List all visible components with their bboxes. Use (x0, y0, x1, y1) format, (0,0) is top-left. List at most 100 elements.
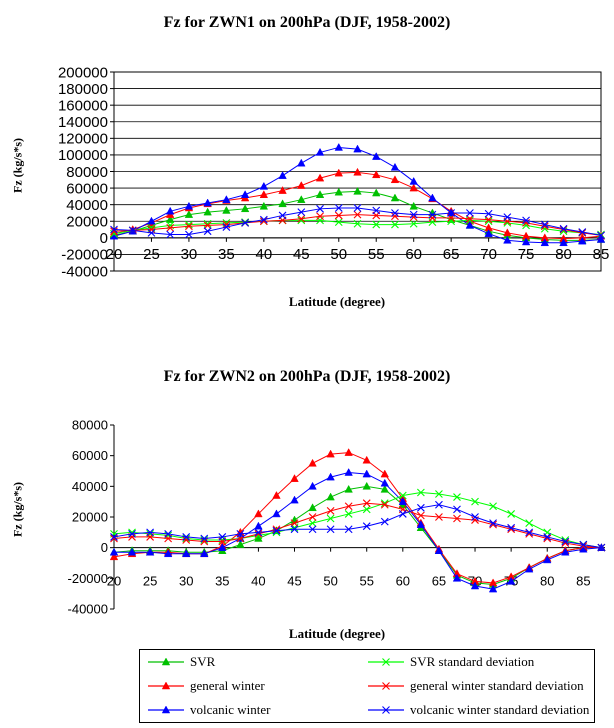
data-point-volcanic-winter (200, 549, 209, 558)
data-point-volcanic-winter-standard-deviation (484, 209, 493, 218)
data-point-volcanic-winter-standard-deviation (503, 213, 512, 221)
chart1-plot: 2000001800001600001400001200001000008000… (58, 64, 609, 280)
data-point-general-winter (390, 175, 400, 184)
legend-swatch-svr-std (368, 658, 404, 666)
data-point-svr (409, 201, 418, 210)
x-tick-label: 35 (215, 574, 229, 589)
data-point-volcanic-winter (147, 216, 156, 225)
data-point-volcanic-winter (334, 142, 343, 151)
data-point-volcanic-winter-standard-deviation (259, 215, 268, 224)
data-point-svr (203, 207, 212, 216)
data-point-volcanic-winter (578, 236, 587, 245)
data-point-general-winter-standard-deviation (435, 513, 443, 521)
data-point-volcanic-winter-standard-deviation (222, 223, 231, 231)
data-point-volcanic-winter-standard-deviation (398, 510, 407, 518)
data-point-volcanic-winter-standard-deviation (344, 525, 353, 534)
data-point-svr-standard-deviation (489, 502, 497, 511)
data-point-volcanic-winter-standard-deviation (334, 204, 343, 212)
legend-marker (382, 658, 390, 666)
data-point-svr-standard-deviation (409, 219, 418, 228)
data-point-svr (334, 187, 343, 196)
data-point-svr (380, 484, 389, 493)
x-tick-label: 80 (540, 574, 554, 589)
data-point-general-winter-standard-deviation (166, 223, 175, 232)
legend-label-volcanic-winter-std: volcanic winter standard deviation (410, 702, 590, 717)
data-point-general-winter (297, 181, 306, 189)
series-line-volcanic-winter-standard-deviation (113, 504, 602, 549)
y-tick-label: 0 (101, 540, 108, 555)
data-point-general-winter (278, 186, 287, 194)
data-point-volcanic-winter (272, 509, 281, 518)
data-point-general-winter (254, 509, 263, 518)
legend-item-volcanic-winter: volcanic winter (146, 701, 271, 719)
data-point-volcanic-winter (488, 584, 498, 593)
data-point-svr-standard-deviation (471, 497, 479, 506)
data-point-svr-standard-deviation (218, 536, 227, 544)
x-tick-label: 55 (359, 574, 373, 589)
x-tick-label: 40 (256, 246, 273, 263)
y-tick-label: 120000 (58, 131, 108, 148)
data-point-volcanic-winter-standard-deviation (241, 219, 250, 227)
data-point-volcanic-winter-standard-deviation (316, 204, 324, 213)
data-point-volcanic-winter (109, 547, 119, 556)
data-point-volcanic-winter-standard-deviation (525, 528, 534, 537)
data-point-volcanic-winter (259, 181, 269, 190)
data-point-volcanic-winter (434, 546, 444, 554)
data-point-volcanic-winter-standard-deviation (578, 228, 587, 236)
data-point-volcanic-winter-standard-deviation (489, 519, 497, 528)
chart-legend: SVR SVR standard deviation general winte… (139, 649, 595, 723)
y-tick-label: 0 (100, 230, 108, 247)
data-point-volcanic-winter (240, 190, 250, 198)
data-point-volcanic-winter (596, 234, 606, 243)
data-point-volcanic-winter-standard-deviation (597, 231, 605, 240)
data-point-volcanic-winter (416, 520, 426, 528)
legend-label-general-winter-std: general winter standard deviation (410, 678, 584, 693)
data-point-general-winter-standard-deviation (465, 214, 474, 223)
x-tick-label: 60 (396, 574, 410, 589)
data-point-svr-standard-deviation (146, 529, 154, 538)
data-point-general-winter (326, 449, 335, 458)
y-tick-label: 20000 (66, 214, 108, 231)
y-tick-label: 160000 (58, 97, 108, 114)
data-point-svr-standard-deviation (344, 510, 353, 518)
data-point-svr-standard-deviation (200, 536, 209, 544)
data-point-svr (344, 484, 353, 493)
data-point-volcanic-winter-standard-deviation (110, 225, 118, 234)
x-tick-label: 70 (480, 246, 497, 263)
data-point-general-winter-standard-deviation (353, 210, 362, 219)
data-point-svr-standard-deviation (465, 216, 474, 225)
data-point-volcanic-winter-standard-deviation (507, 523, 516, 532)
data-point-volcanic-winter-standard-deviation (166, 230, 175, 239)
x-tick-label: 45 (293, 246, 310, 263)
data-point-general-winter (380, 469, 389, 478)
data-point-volcanic-winter (428, 193, 437, 202)
legend-label-general-winter: general winter (190, 678, 265, 693)
data-point-volcanic-winter-standard-deviation (559, 224, 568, 233)
y-tick-label: -20000 (68, 571, 108, 586)
data-point-volcanic-winter-standard-deviation (579, 540, 588, 549)
data-point-volcanic-winter-standard-deviation (297, 208, 306, 217)
data-point-volcanic-winter (308, 481, 317, 490)
data-point-svr (278, 199, 287, 208)
data-point-volcanic-winter-standard-deviation (164, 529, 173, 538)
x-tick-label: 25 (143, 246, 160, 263)
data-point-general-winter-standard-deviation (185, 222, 193, 231)
data-point-volcanic-winter-standard-deviation (146, 528, 154, 537)
data-point-volcanic-winter-standard-deviation (110, 533, 118, 541)
data-point-volcanic-winter (380, 478, 389, 487)
data-point-volcanic-winter (506, 576, 516, 585)
x-tick-label: 30 (181, 246, 198, 263)
data-point-volcanic-winter (254, 521, 263, 530)
data-point-general-winter-standard-deviation (272, 525, 281, 534)
data-point-general-winter-standard-deviation (147, 225, 156, 234)
data-point-volcanic-winter (127, 547, 137, 556)
data-point-volcanic-winter (484, 229, 493, 237)
x-tick-label: 40 (251, 574, 265, 589)
data-point-volcanic-winter (315, 147, 325, 156)
data-point-volcanic-winter (181, 549, 191, 558)
legend-item-general-winter: general winter (146, 677, 265, 695)
y-tick-label: -20000 (61, 247, 108, 264)
data-point-general-winter-standard-deviation (416, 511, 425, 520)
data-point-general-winter (334, 168, 343, 177)
series-line-svr (113, 485, 602, 585)
